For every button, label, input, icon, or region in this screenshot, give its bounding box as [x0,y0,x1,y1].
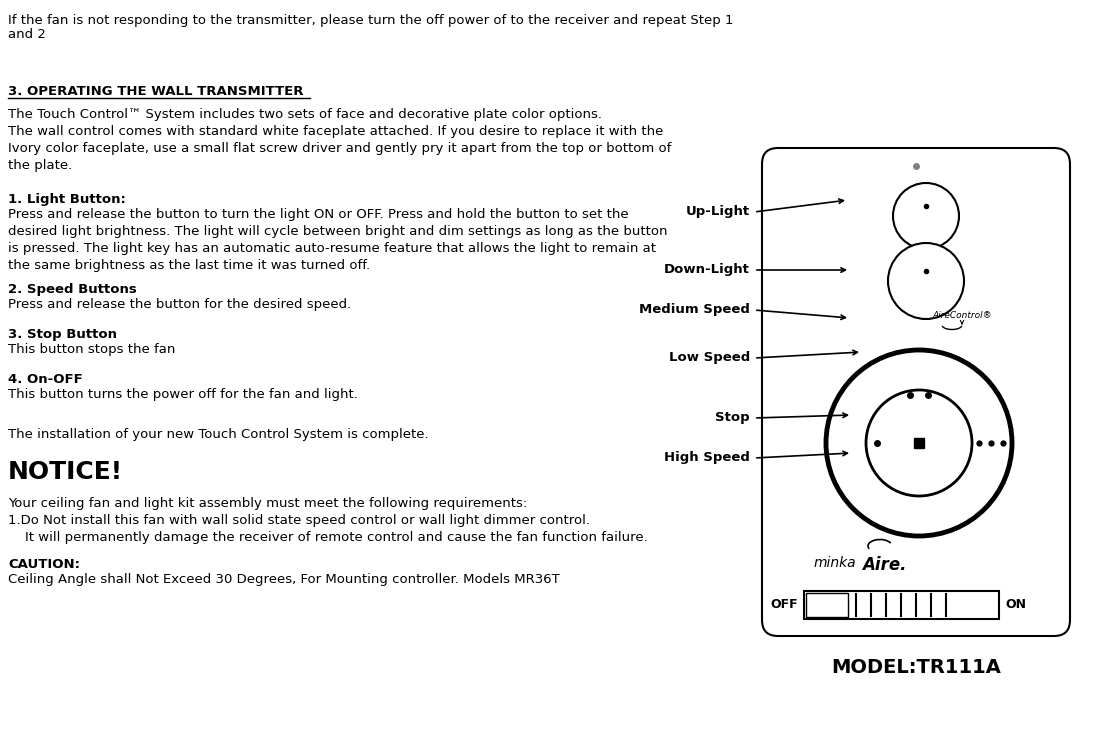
Text: High Speed: High Speed [664,451,750,464]
Text: MODEL:TR111A: MODEL:TR111A [831,658,1001,677]
Text: This button turns the power off for the fan and light.: This button turns the power off for the … [8,388,358,401]
Text: Low Speed: Low Speed [669,352,750,364]
Text: Aire.: Aire. [862,556,907,574]
Text: Ceiling Angle shall Not Exceed 30 Degrees, For Mounting controller. Models MR36T: Ceiling Angle shall Not Exceed 30 Degree… [8,573,560,586]
Bar [806,593,848,617]
Text: The installation of your new Touch Control System is complete.: The installation of your new Touch Contr… [8,428,429,441]
Text: 3. OPERATING THE WALL TRANSMITTER: 3. OPERATING THE WALL TRANSMITTER [8,85,303,98]
Text: Press and release the button to turn the light ON or OFF. Press and hold the but: Press and release the button to turn the… [8,208,668,272]
Text: 2. Speed Buttons: 2. Speed Buttons [8,283,137,296]
Text: If the fan is not responding to the transmitter, please turn the off power of to: If the fan is not responding to the tran… [8,14,733,27]
Circle shape [888,243,964,319]
Text: OFF: OFF [771,599,799,612]
Text: 3. Stop Button: 3. Stop Button [8,328,117,341]
Bar [804,591,999,619]
Text: 4. On-OFF: 4. On-OFF [8,373,83,386]
Circle shape [893,183,959,249]
Text: Press and release the button for the desired speed.: Press and release the button for the des… [8,298,352,311]
Text: Up-Light: Up-Light [686,206,750,218]
Text: 1. Light Button:: 1. Light Button: [8,193,126,206]
Text: minka: minka [814,556,857,570]
Bar [914,438,924,448]
Circle shape [826,350,1012,536]
Text: and 2: and 2 [8,28,45,41]
Text: AireControl®: AireControl® [932,311,992,320]
Text: The Touch Control™ System includes two sets of face and decorative plate color o: The Touch Control™ System includes two s… [8,108,671,172]
Text: Medium Speed: Medium Speed [639,304,750,317]
Text: NOTICE!: NOTICE! [8,460,123,484]
Text: Your ceiling fan and light kit assembly must meet the following requirements:
1.: Your ceiling fan and light kit assembly … [8,497,648,544]
Text: ON: ON [1005,599,1026,612]
Text: Down-Light: Down-Light [664,264,750,277]
Text: Stop: Stop [716,412,750,425]
Text: This button stops the fan: This button stops the fan [8,343,176,356]
Circle shape [866,390,972,496]
FancyBboxPatch shape [762,148,1070,636]
Text: CAUTION:: CAUTION: [8,558,80,571]
